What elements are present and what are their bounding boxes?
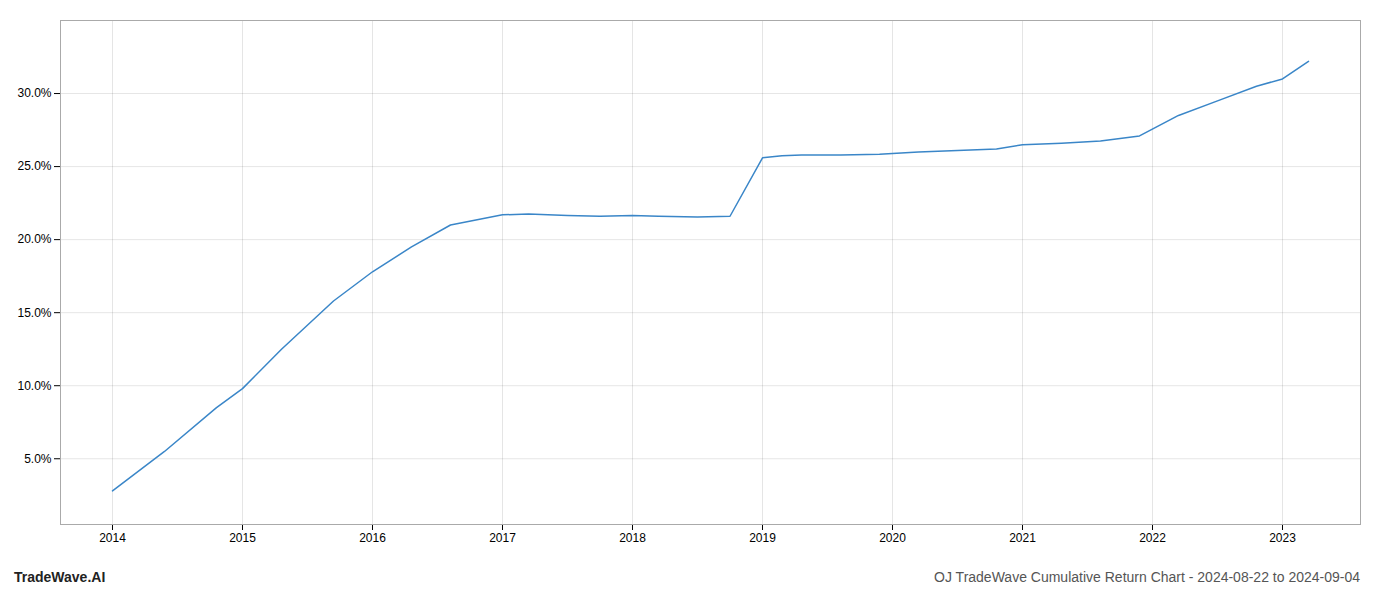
svg-text:30.0%: 30.0% <box>17 86 51 100</box>
svg-text:2019: 2019 <box>749 531 776 545</box>
svg-text:2022: 2022 <box>1139 531 1166 545</box>
svg-text:2015: 2015 <box>229 531 256 545</box>
svg-text:15.0%: 15.0% <box>17 306 51 320</box>
svg-text:5.0%: 5.0% <box>24 452 52 466</box>
html-text:TradeWave.AI: TradeWave.AI <box>14 569 106 585</box>
svg-text:2016: 2016 <box>359 531 386 545</box>
svg-text:25.0%: 25.0% <box>17 159 51 173</box>
svg-text:2018: 2018 <box>619 531 646 545</box>
svg-text:2023: 2023 <box>1269 531 1296 545</box>
svg-text:2021: 2021 <box>1009 531 1036 545</box>
svg-text:20.0%: 20.0% <box>17 232 51 246</box>
svg-text:2017: 2017 <box>489 531 516 545</box>
svg-text:10.0%: 10.0% <box>17 379 51 393</box>
svg-text:2020: 2020 <box>879 531 906 545</box>
html-text:OJ TradeWave Cumulative Return: OJ TradeWave Cumulative Return Chart - 2… <box>934 569 1360 585</box>
svg-text:2014: 2014 <box>99 531 126 545</box>
